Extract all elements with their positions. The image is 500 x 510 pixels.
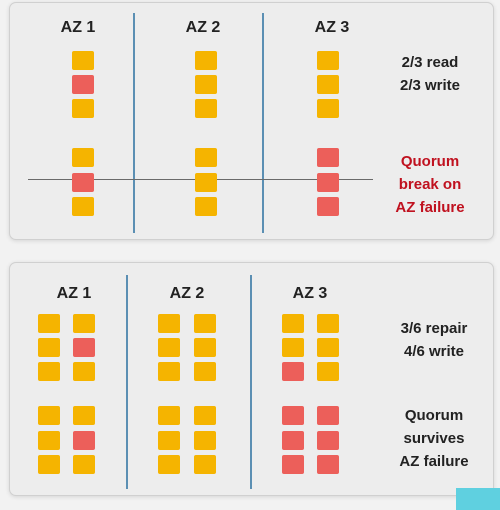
note-line: AZ failure	[399, 453, 469, 470]
storage-copy-bad	[317, 197, 339, 216]
note-line: AZ failure	[395, 199, 465, 216]
az-3-label: AZ 3	[292, 285, 328, 302]
storage-copy-bad	[317, 173, 339, 192]
quorum-rule-note: 3/6 repair 4/6 write	[379, 317, 489, 363]
storage-copy-ok	[317, 362, 339, 381]
storage-copy-ok	[72, 99, 94, 118]
storage-copy-ok	[158, 338, 180, 357]
az-1-label: AZ 1	[56, 285, 92, 302]
storage-copy-ok	[158, 314, 180, 333]
az-divider	[262, 13, 264, 233]
az-divider	[126, 275, 128, 489]
storage-copy-bad	[317, 406, 339, 425]
note-line: 2/3 write	[399, 77, 461, 94]
note-line: Quorum	[404, 407, 464, 424]
storage-copy-ok	[317, 314, 339, 333]
quorum-rule-note: 2/3 read 2/3 write	[375, 51, 485, 97]
storage-copy-ok	[195, 197, 217, 216]
storage-copy-ok	[73, 455, 95, 474]
storage-copy-bad	[317, 148, 339, 167]
storage-copy-ok	[195, 173, 217, 192]
quorum-break-note: Quorum break on AZ failure	[375, 150, 485, 219]
storage-copy-ok	[38, 362, 60, 381]
storage-copy-ok	[195, 99, 217, 118]
storage-copy-ok	[194, 362, 216, 381]
az-divider	[133, 13, 135, 233]
az-divider	[250, 275, 252, 489]
note-line: break on	[398, 176, 462, 193]
storage-copy-ok	[158, 362, 180, 381]
storage-copy-ok	[72, 197, 94, 216]
note-line: 3/6 repair	[400, 320, 468, 337]
storage-copy-ok	[72, 51, 94, 70]
storage-copy-ok	[73, 362, 95, 381]
storage-copy-ok	[282, 338, 304, 357]
storage-copy-ok	[317, 75, 339, 94]
storage-copy-ok	[38, 431, 60, 450]
storage-copy-bad	[72, 75, 94, 94]
storage-copy-bad	[317, 431, 339, 450]
note-line: 2/3 read	[401, 54, 459, 71]
az-3-label: AZ 3	[314, 19, 350, 36]
storage-copy-ok	[194, 431, 216, 450]
storage-copy-bad	[282, 362, 304, 381]
storage-copy-ok	[73, 314, 95, 333]
storage-copy-ok	[194, 314, 216, 333]
az-1-label: AZ 1	[60, 19, 96, 36]
storage-copy-bad	[282, 455, 304, 474]
quorum-survives-note: Quorum survives AZ failure	[379, 404, 489, 473]
storage-copy-ok	[282, 314, 304, 333]
az-2-label: AZ 2	[169, 285, 205, 302]
note-line: 4/6 write	[403, 343, 465, 360]
storage-copy-ok	[194, 406, 216, 425]
storage-copy-ok	[194, 338, 216, 357]
storage-copy-bad	[317, 455, 339, 474]
storage-copy-ok	[317, 51, 339, 70]
storage-copy-ok	[38, 338, 60, 357]
bottom-diagram-panel: AZ 1 AZ 2 AZ 3 3/6 repair 4/6 write Quor…	[9, 262, 494, 496]
note-line: Quorum	[400, 153, 460, 170]
storage-copy-bad	[282, 406, 304, 425]
top-diagram-panel: AZ 1 AZ 2 AZ 3 2/3 read 2/3 write Quorum…	[9, 2, 494, 240]
storage-copy-ok	[195, 75, 217, 94]
storage-copy-ok	[72, 148, 94, 167]
storage-copy-ok	[73, 406, 95, 425]
storage-copy-ok	[158, 406, 180, 425]
corner-tab	[456, 488, 500, 510]
storage-copy-ok	[38, 406, 60, 425]
storage-copy-bad	[73, 338, 95, 357]
az-2-label: AZ 2	[185, 19, 221, 36]
storage-copy-ok	[158, 455, 180, 474]
storage-copy-bad	[73, 431, 95, 450]
storage-copy-ok	[194, 455, 216, 474]
storage-copy-bad	[72, 173, 94, 192]
storage-copy-ok	[38, 455, 60, 474]
note-line: survives	[403, 430, 465, 447]
storage-copy-ok	[195, 51, 217, 70]
storage-copy-ok	[38, 314, 60, 333]
storage-copy-ok	[317, 338, 339, 357]
storage-copy-bad	[282, 431, 304, 450]
storage-copy-ok	[158, 431, 180, 450]
storage-copy-ok	[317, 99, 339, 118]
storage-copy-ok	[195, 148, 217, 167]
